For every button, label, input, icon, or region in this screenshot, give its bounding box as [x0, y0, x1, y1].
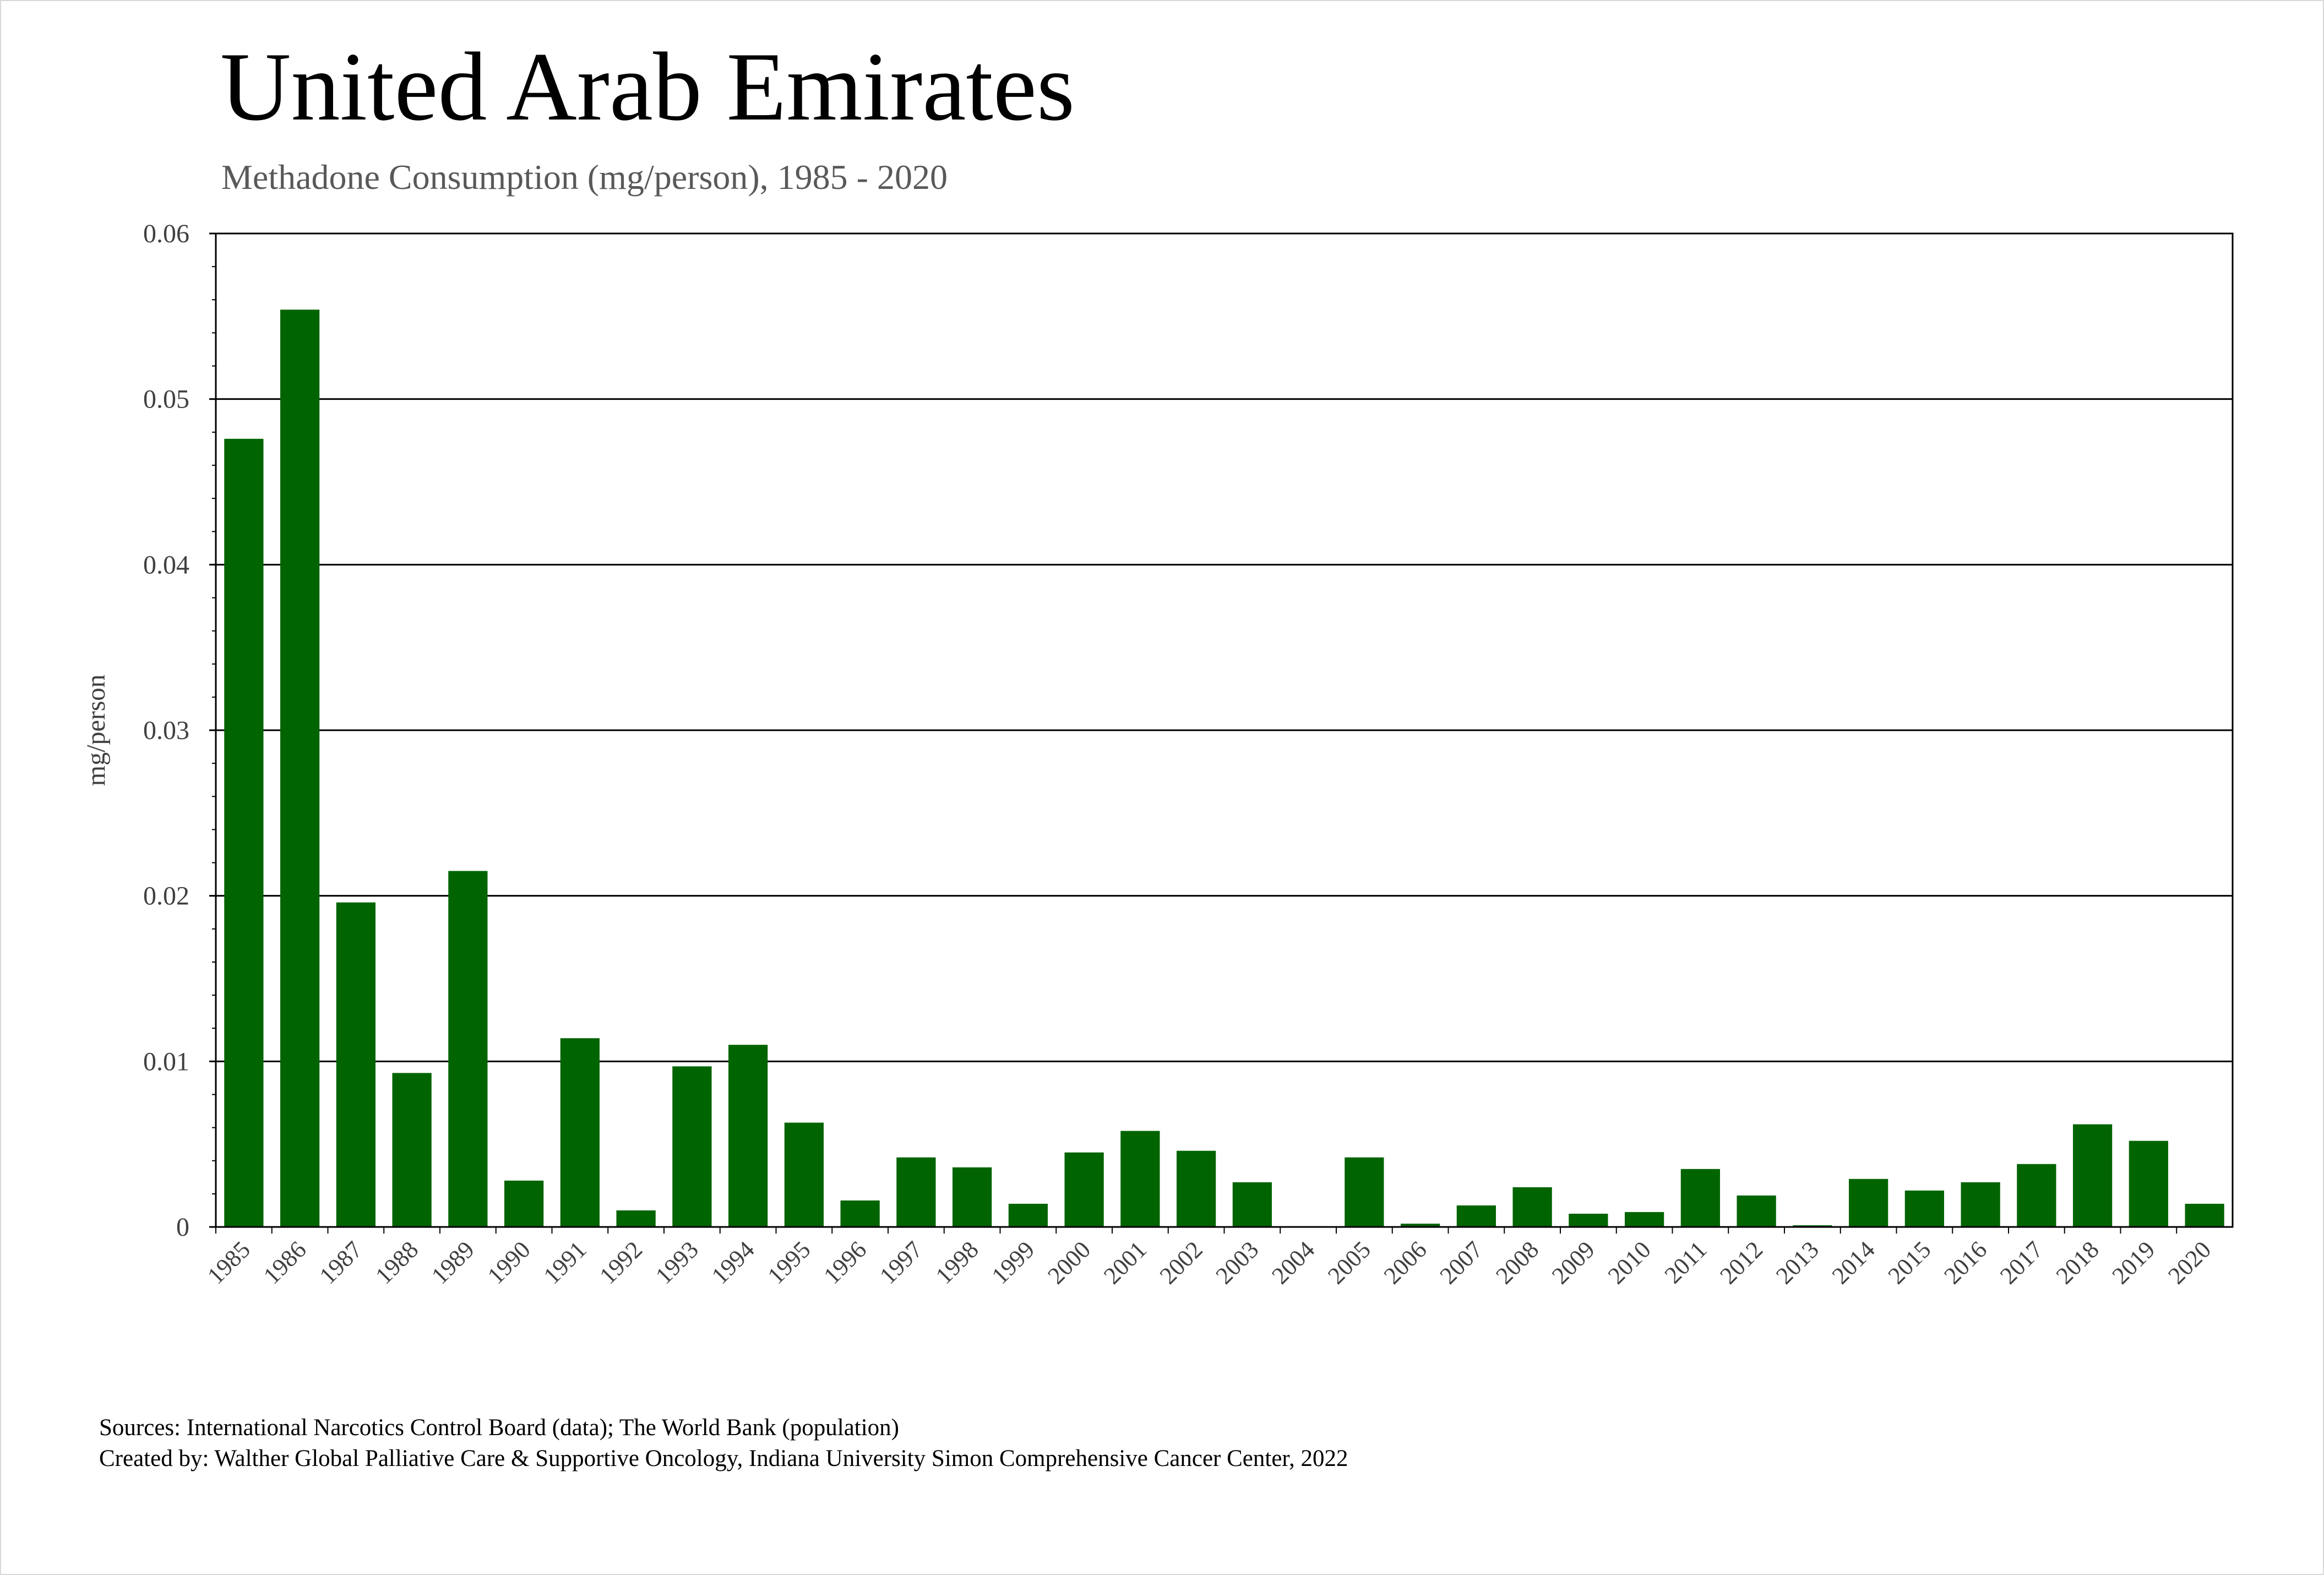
bar-2006 — [1401, 1223, 1440, 1227]
bar-2007 — [1456, 1205, 1496, 1227]
y-axis-label: mg/person — [81, 675, 111, 786]
bar-2000 — [1064, 1152, 1104, 1227]
y-tick-label: 0 — [176, 1213, 189, 1242]
x-tick-label: 2014 — [1827, 1236, 1880, 1289]
x-tick-label: 2004 — [1266, 1236, 1320, 1289]
bars — [224, 309, 2224, 1227]
bar-2013 — [1793, 1225, 1832, 1227]
bar-2002 — [1177, 1150, 1216, 1227]
x-tick-label: 2002 — [1155, 1236, 1208, 1289]
bar-1990 — [504, 1180, 544, 1227]
x-tick-label: 1996 — [818, 1236, 872, 1289]
x-tick-label: 2017 — [1995, 1236, 2048, 1289]
x-tick-label: 2000 — [1042, 1236, 1096, 1289]
bar-2014 — [1849, 1178, 1888, 1227]
x-tick-label: 1998 — [930, 1236, 984, 1289]
gridlines — [216, 232, 2233, 1062]
bar-1997 — [896, 1157, 936, 1227]
y-tick-label: 0.04 — [143, 550, 189, 579]
bar-2011 — [1680, 1169, 1720, 1227]
footer: Sources: International Narcotics Control… — [99, 1413, 1348, 1474]
x-tick-label: 2012 — [1715, 1236, 1768, 1289]
y-tick-label: 0.06 — [143, 219, 189, 248]
x-tick-label: 1991 — [538, 1236, 592, 1289]
bar-1999 — [1008, 1203, 1048, 1227]
x-tick-label: 2011 — [1659, 1236, 1712, 1289]
bar-1988 — [392, 1073, 432, 1227]
x-tick-label: 2001 — [1098, 1236, 1152, 1289]
x-tick-label: 1993 — [650, 1236, 704, 1289]
y-tick-label: 0.05 — [143, 385, 189, 414]
bar-1989 — [448, 871, 488, 1227]
x-tick-label: 1990 — [482, 1236, 536, 1289]
bar-1994 — [728, 1045, 768, 1227]
bar-2008 — [1512, 1187, 1552, 1227]
x-tick-label: 2008 — [1490, 1236, 1544, 1289]
x-tick-label: 2007 — [1435, 1236, 1488, 1289]
y-tick-label: 0.03 — [143, 716, 189, 745]
bar-1987 — [336, 902, 375, 1227]
sources-note: Sources: International Narcotics Control… — [99, 1415, 899, 1441]
plot-border — [215, 232, 2234, 1228]
x-tick-label: 1994 — [706, 1236, 760, 1289]
credit-note: Created by: Walther Global Palliative Ca… — [99, 1446, 1348, 1471]
x-tick-label: 2015 — [1883, 1236, 1936, 1289]
bar-2009 — [1569, 1213, 1608, 1227]
x-tick-label: 2003 — [1211, 1236, 1264, 1289]
bar-2017 — [2017, 1164, 2056, 1227]
bar-1995 — [784, 1122, 824, 1227]
x-tick-label: 2020 — [2163, 1236, 2216, 1289]
x-tick-label: 2016 — [1939, 1236, 1992, 1289]
x-tick-label: 2006 — [1379, 1236, 1432, 1289]
y-tick-label: 0.02 — [143, 882, 189, 911]
bar-2010 — [1625, 1212, 1664, 1227]
x-tick-label: 1985 — [202, 1236, 255, 1289]
x-tick-label: 2010 — [1603, 1236, 1656, 1289]
bar-1985 — [224, 438, 264, 1227]
x-tick-label: 1987 — [314, 1236, 368, 1289]
bar-1998 — [953, 1167, 992, 1227]
x-tick-label: 1989 — [426, 1236, 480, 1289]
bar-1986 — [280, 309, 320, 1227]
bar-2019 — [2129, 1140, 2168, 1227]
x-tick-label: 1995 — [763, 1236, 816, 1289]
x-tick-label: 1997 — [874, 1236, 928, 1289]
bar-1991 — [560, 1038, 600, 1227]
x-tick-label: 1986 — [258, 1236, 312, 1289]
bar-1996 — [840, 1200, 880, 1227]
x-tick-label: 1992 — [594, 1236, 647, 1289]
x-tick-label: 2005 — [1322, 1236, 1376, 1289]
bar-2005 — [1345, 1157, 1384, 1227]
chart-subtitle: Methadone Consumption (mg/person), 1985 … — [221, 158, 948, 197]
x-tick-label: 2019 — [2107, 1236, 2160, 1289]
bar-1993 — [672, 1066, 712, 1227]
y-tick-label: 0.01 — [143, 1047, 189, 1076]
axes — [209, 232, 2234, 1234]
x-tick-label: 1988 — [370, 1236, 423, 1289]
bar-2015 — [1904, 1190, 1944, 1227]
x-tick-label: 2009 — [1547, 1236, 1600, 1289]
bar-2003 — [1232, 1182, 1272, 1227]
x-tick-label: 1999 — [987, 1236, 1040, 1289]
bar-2012 — [1737, 1195, 1776, 1227]
bar-2001 — [1120, 1131, 1160, 1227]
bar-1992 — [616, 1210, 656, 1227]
x-tick-label: 2013 — [1771, 1236, 1824, 1289]
bar-2018 — [2073, 1124, 2113, 1227]
chart-title: United Arab Emirates — [220, 32, 1075, 141]
bar-2020 — [2185, 1203, 2224, 1227]
x-tick-label: 2018 — [2051, 1236, 2104, 1289]
bar-2016 — [1961, 1182, 2000, 1227]
